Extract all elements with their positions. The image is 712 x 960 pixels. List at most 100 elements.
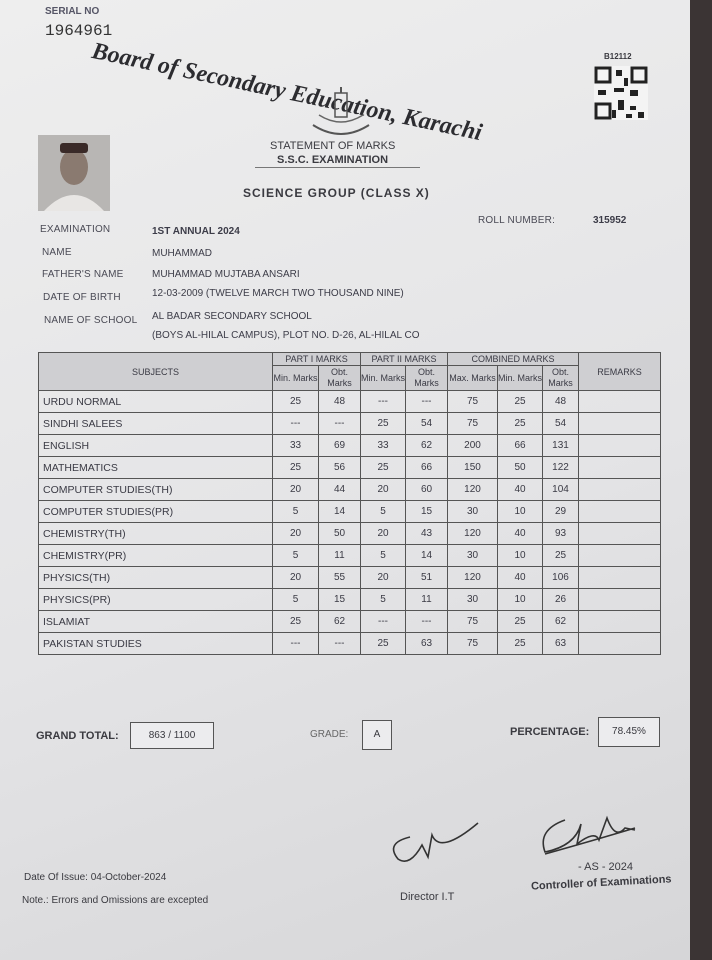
table-row: ENGLISH 33 69 33 62 200 66 131: [38, 434, 662, 457]
serial-number: 1964961: [45, 22, 113, 40]
session: - AS - 2024: [578, 861, 634, 873]
subject-cell: MATHEMATICS: [38, 456, 273, 479]
qr-code: [594, 66, 648, 120]
marks-cell: 75: [447, 610, 498, 633]
marks-cell: 50: [318, 522, 361, 545]
father-label: FATHER'S NAME: [42, 269, 124, 280]
marks-cell: 50: [497, 456, 543, 479]
marks-cell: ---: [360, 610, 406, 633]
marks-cell: 66: [405, 456, 448, 479]
group-title: SCIENCE GROUP (CLASS X): [243, 186, 430, 200]
marks-cell: 5: [360, 544, 406, 567]
marks-cell: 150: [447, 456, 498, 479]
subject-cell: PHYSICS(TH): [38, 566, 273, 589]
marks-table: SUBJECTS PART I MARKS PART II MARKS COMB…: [38, 352, 662, 655]
marks-cell: 51: [405, 566, 448, 589]
marks-cell: 25: [272, 610, 319, 633]
table-row: URDU NORMAL 25 48 --- --- 75 25 48: [38, 390, 662, 413]
remarks-cell: [578, 500, 662, 523]
marks-cell: 25: [497, 412, 543, 435]
remarks-cell: [578, 412, 662, 435]
marks-cell: 14: [318, 500, 361, 523]
signature: [542, 815, 636, 855]
marks-cell: 62: [405, 434, 448, 457]
marks-cell: 48: [541, 390, 580, 413]
marks-cell: 25: [497, 632, 543, 655]
marks-cell: 20: [360, 566, 406, 589]
subject-cell: PHYSICS(PR): [38, 588, 273, 611]
name-label: NAME: [42, 247, 72, 258]
marks-cell: 10: [497, 500, 543, 523]
marks-cell: 48: [318, 390, 361, 413]
table-row: CHEMISTRY(TH) 20 50 20 43 120 40 93: [38, 522, 662, 545]
school-label: NAME OF SCHOOL: [44, 315, 138, 326]
marks-cell: 63: [541, 632, 580, 655]
header-cell: SUBJECTS: [38, 352, 273, 391]
remarks-cell: [578, 478, 662, 501]
marks-cell: 75: [447, 632, 498, 655]
marks-cell: 26: [541, 588, 580, 611]
subject-cell: COMPUTER STUDIES(TH): [38, 478, 273, 501]
exam-title: S.S.C. EXAMINATION: [277, 154, 389, 166]
marks-cell: ---: [405, 390, 448, 413]
marks-cell: 66: [497, 434, 543, 457]
subject-cell: CHEMISTRY(TH): [38, 522, 273, 545]
table-row: CHEMISTRY(PR) 5 11 5 14 30 10 25: [38, 544, 662, 567]
marks-cell: 25: [497, 610, 543, 633]
remarks-cell: [578, 522, 662, 545]
marks-cell: 30: [447, 500, 498, 523]
marks-cell: 106: [541, 566, 580, 589]
marks-cell: 20: [272, 566, 319, 589]
marks-cell: 43: [405, 522, 448, 545]
marks-cell: 33: [360, 434, 406, 457]
marks-cell: 25: [360, 456, 406, 479]
marks-cell: 93: [541, 522, 580, 545]
marks-cell: 131: [541, 434, 580, 457]
marks-cell: 5: [360, 500, 406, 523]
header-cell: PART II MARKS: [360, 352, 448, 366]
marks-cell: 20: [360, 522, 406, 545]
father-value: MUHAMMAD MUJTABA ANSARI: [152, 269, 300, 280]
grade-value: A: [362, 720, 392, 750]
marks-cell: 29: [541, 500, 580, 523]
marks-cell: 62: [318, 610, 361, 633]
subject-cell: ISLAMIAT: [38, 610, 273, 633]
marks-cell: ---: [318, 412, 361, 435]
marks-cell: ---: [272, 412, 319, 435]
examination-value: 1ST ANNUAL 2024: [152, 226, 240, 237]
marks-cell: 25: [360, 412, 406, 435]
marks-cell: 11: [405, 588, 448, 611]
subject-cell: ENGLISH: [38, 434, 273, 457]
marks-cell: 62: [541, 610, 580, 633]
header-cell: PART I MARKS: [272, 352, 361, 366]
marks-cell: 10: [497, 588, 543, 611]
marks-cell: 25: [497, 390, 543, 413]
marks-cell: 200: [447, 434, 498, 457]
subheader-cell: Obt. Marks: [318, 365, 361, 391]
marks-cell: 11: [318, 544, 361, 567]
marks-cell: 25: [272, 456, 319, 479]
table-row: COMPUTER STUDIES(TH) 20 44 20 60 120 40 104: [38, 478, 662, 501]
subject-cell: SINDHI SALEES: [38, 412, 273, 435]
statement-title: STATEMENT OF MARKS: [270, 140, 396, 152]
subject-cell: COMPUTER STUDIES(PR): [38, 500, 273, 523]
marks-cell: 54: [405, 412, 448, 435]
marks-cell: ---: [360, 390, 406, 413]
table-row: ISLAMIAT 25 62 --- --- 75 25 62: [38, 610, 662, 633]
date-of-issue: Date Of Issue: 04-October-2024: [24, 872, 167, 883]
percentage-value: 78.45%: [598, 717, 660, 747]
grand-total-label: GRAND TOTAL:: [36, 730, 119, 742]
school-value: AL BADAR SECONDARY SCHOOL: [152, 311, 312, 322]
marks-cell: 20: [272, 478, 319, 501]
serial-label: SERIAL NO: [45, 6, 100, 17]
dob-value: 12-03-2009 (TWELVE MARCH TWO THOUSAND NI…: [152, 288, 404, 299]
subject-cell: CHEMISTRY(PR): [38, 544, 273, 567]
marks-cell: 5: [360, 588, 406, 611]
marks-cell: 14: [405, 544, 448, 567]
subheader-cell: Min. Marks: [360, 365, 406, 391]
code: B12112: [604, 52, 632, 61]
remarks-cell: [578, 456, 662, 479]
director: Director I.T: [400, 891, 455, 903]
subheader-cell: Obt. Marks: [405, 365, 448, 391]
remarks-cell: [578, 434, 662, 457]
